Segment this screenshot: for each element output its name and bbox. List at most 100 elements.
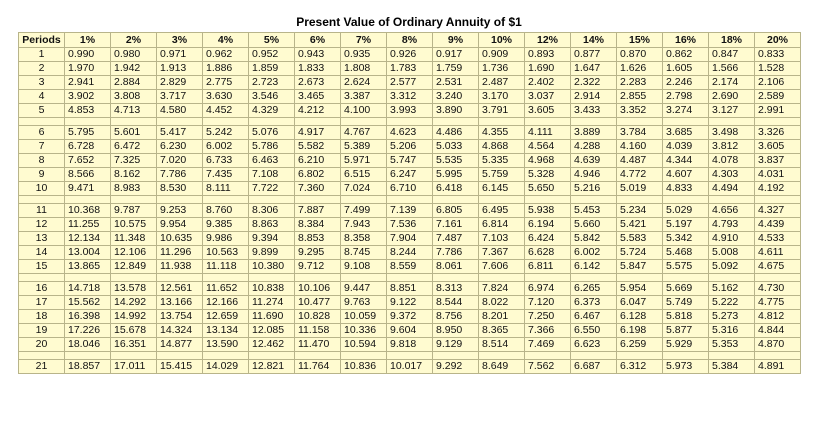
value-cell: 4.564 [524, 139, 571, 154]
value-cell: 3.312 [386, 89, 433, 104]
value-cell: 18.046 [64, 337, 111, 352]
separator-cell [432, 351, 479, 360]
value-cell: 5.582 [294, 139, 341, 154]
value-cell: 13.004 [64, 245, 111, 260]
separator-cell [708, 351, 755, 360]
value-cell: 6.210 [294, 153, 341, 168]
value-cell: 5.971 [340, 153, 387, 168]
value-cell: 5.575 [662, 259, 709, 274]
value-cell: 12.166 [202, 295, 249, 310]
value-cell: 6.230 [156, 139, 203, 154]
period-cell: 14 [18, 245, 65, 260]
value-cell: 2.322 [570, 75, 617, 90]
value-cell: 5.162 [708, 281, 755, 296]
value-cell: 11.690 [248, 309, 295, 324]
value-cell: 18.857 [64, 359, 111, 374]
value-cell: 9.604 [386, 323, 433, 338]
separator-cell [248, 195, 295, 204]
value-cell: 6.247 [386, 167, 433, 182]
value-cell: 5.092 [708, 259, 755, 274]
value-cell: 5.421 [616, 217, 663, 232]
value-cell: 1.647 [570, 61, 617, 76]
value-cell: 3.605 [754, 139, 801, 154]
value-cell: 2.798 [662, 89, 709, 104]
separator-cell [570, 117, 617, 126]
value-cell: 3.993 [386, 103, 433, 118]
value-cell: 11.470 [294, 337, 341, 352]
separator-cell [156, 351, 203, 360]
value-cell: 9.471 [64, 181, 111, 196]
row-separator [18, 117, 801, 126]
value-cell: 5.453 [570, 203, 617, 218]
value-cell: 5.216 [570, 181, 617, 196]
value-cell: 4.039 [662, 139, 709, 154]
separator-cell [386, 195, 433, 204]
value-cell: 9.372 [386, 309, 433, 324]
value-cell: 8.760 [202, 203, 249, 218]
value-cell: 8.745 [340, 245, 387, 260]
value-cell: 0.877 [570, 47, 617, 62]
value-cell: 8.313 [432, 281, 479, 296]
value-cell: 0.935 [340, 47, 387, 62]
separator-cell [478, 117, 525, 126]
header-rate: 5% [248, 32, 295, 48]
value-cell: 10.059 [340, 309, 387, 324]
separator-cell [570, 195, 617, 204]
value-cell: 0.952 [248, 47, 295, 62]
value-cell: 2.624 [340, 75, 387, 90]
value-cell: 8.756 [432, 309, 479, 324]
table-row: 11 10.368 9.787 9.253 8.760 8.306 7.887 7.499 7.… [18, 203, 801, 218]
period-cell: 8 [18, 153, 65, 168]
separator-cell [570, 351, 617, 360]
value-cell: 2.283 [616, 75, 663, 90]
value-cell: 1.626 [616, 61, 663, 76]
separator-cell [156, 117, 203, 126]
annuity-table-container: Present Value of Ordinary Annuity of $1 … [18, 12, 801, 374]
value-cell: 2.531 [432, 75, 479, 90]
value-cell: 5.335 [478, 153, 525, 168]
value-cell: 11.118 [202, 259, 249, 274]
header-rate: 14% [570, 32, 617, 48]
period-cell: 10 [18, 181, 65, 196]
value-cell: 2.673 [294, 75, 341, 90]
header-rate: 8% [386, 32, 433, 48]
value-cell: 5.650 [524, 181, 571, 196]
separator-cell [110, 351, 157, 360]
separator-cell [754, 117, 801, 126]
value-cell: 4.288 [570, 139, 617, 154]
value-cell: 5.929 [662, 337, 709, 352]
value-cell: 9.787 [110, 203, 157, 218]
separator-cell [708, 273, 755, 282]
value-cell: 0.917 [432, 47, 479, 62]
value-cell: 7.367 [478, 245, 525, 260]
value-cell: 5.342 [662, 231, 709, 246]
value-cell: 4.793 [708, 217, 755, 232]
value-cell: 4.439 [754, 217, 801, 232]
value-cell: 4.946 [570, 167, 617, 182]
value-cell: 3.791 [478, 103, 525, 118]
separator-cell [754, 351, 801, 360]
separator-cell [110, 117, 157, 126]
value-cell: 6.312 [616, 359, 663, 374]
value-cell: 4.853 [64, 103, 111, 118]
value-cell: 0.870 [616, 47, 663, 62]
value-cell: 5.033 [432, 139, 479, 154]
value-cell: 5.938 [524, 203, 571, 218]
value-cell: 3.127 [708, 103, 755, 118]
value-cell: 11.938 [156, 259, 203, 274]
value-cell: 7.499 [340, 203, 387, 218]
value-cell: 7.887 [294, 203, 341, 218]
value-cell: 10.828 [294, 309, 341, 324]
value-cell: 16.398 [64, 309, 111, 324]
value-cell: 13.754 [156, 309, 203, 324]
header-rate: 2% [110, 32, 157, 48]
separator-cell [110, 273, 157, 282]
separator-cell [18, 351, 65, 360]
value-cell: 4.611 [754, 245, 801, 260]
table-title: Present Value of Ordinary Annuity of $1 [296, 15, 522, 29]
value-cell: 1.970 [64, 61, 111, 76]
value-cell: 3.326 [754, 125, 801, 140]
separator-cell [616, 351, 663, 360]
value-cell: 2.723 [248, 75, 295, 90]
value-cell: 10.477 [294, 295, 341, 310]
